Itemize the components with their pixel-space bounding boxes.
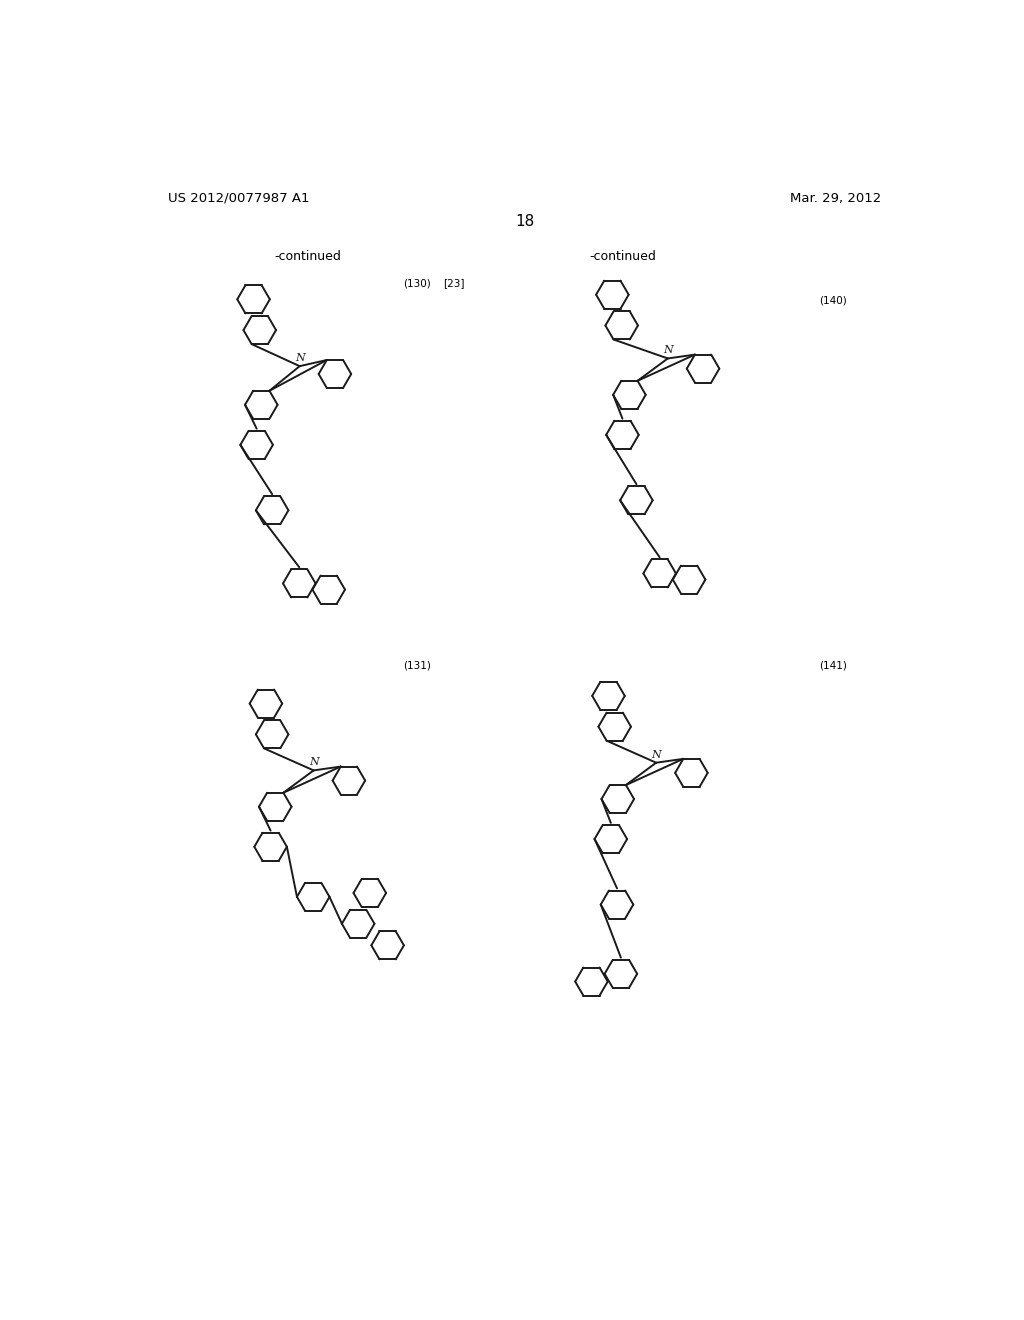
Text: -continued: -continued	[274, 251, 341, 264]
Text: 18: 18	[515, 214, 535, 230]
Text: N: N	[651, 750, 662, 759]
Text: (130): (130)	[403, 279, 431, 288]
Text: [23]: [23]	[443, 279, 465, 288]
Text: -continued: -continued	[589, 251, 656, 264]
Text: Mar. 29, 2012: Mar. 29, 2012	[791, 191, 882, 205]
Text: N: N	[663, 346, 673, 355]
Text: (131): (131)	[403, 660, 431, 671]
Text: N: N	[295, 352, 304, 363]
Text: (141): (141)	[819, 660, 847, 671]
Text: (140): (140)	[819, 296, 847, 306]
Text: US 2012/0077987 A1: US 2012/0077987 A1	[168, 191, 310, 205]
Text: N: N	[309, 758, 318, 767]
